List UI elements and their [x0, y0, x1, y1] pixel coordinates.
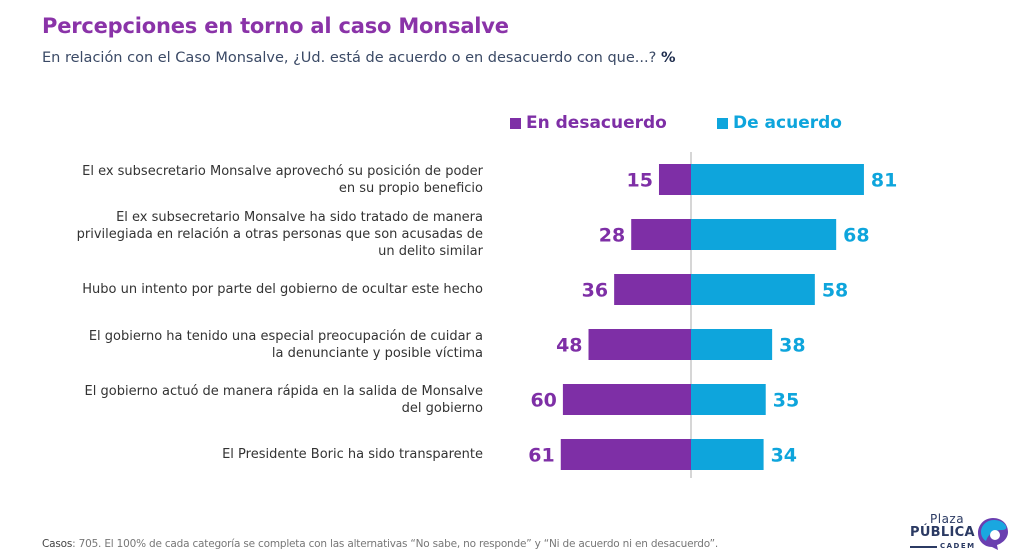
bar-disagree — [614, 274, 691, 305]
category-label: Hubo un intento por parte del gobierno d… — [43, 281, 483, 298]
bar-agree — [691, 384, 766, 415]
bar-row: 28 68 — [599, 219, 870, 250]
legend-swatch-disagree — [510, 117, 521, 129]
category-label-line: El ex subsecretario Monsalve ha sido tra… — [116, 210, 483, 225]
category-label-line: la denunciante y posible víctima — [271, 345, 483, 361]
bar-row: 15 81 — [627, 164, 897, 195]
speech-bubble-logo-icon — [978, 518, 1008, 550]
category-label: El Presidente Boric ha sido transparente — [43, 446, 483, 463]
logo-text-publica: PÚBLICA — [910, 525, 975, 540]
category-label-line: El ex subsecretario Monsalve aprovechó s… — [82, 163, 483, 179]
bar-row: 61 34 — [528, 439, 797, 470]
bar-agree — [691, 329, 773, 360]
category-label: El gobierno actuó de manera rápida en la… — [43, 383, 483, 417]
legend-label-disagree: En desacuerdo — [526, 113, 667, 133]
category-label-line: privilegiada en relación a otras persona… — [76, 227, 483, 242]
data-label-agree: 58 — [822, 280, 848, 302]
data-label-agree: 68 — [843, 225, 869, 247]
legend-label-agree: De acuerdo — [733, 113, 842, 133]
data-label-agree: 81 — [871, 170, 897, 192]
footnote-text: : 705. El 100% de cada categoría se comp… — [72, 538, 718, 550]
category-label: El gobierno ha tenido una especial preoc… — [43, 328, 483, 362]
legend-item-agree: De acuerdo — [717, 113, 842, 133]
category-label: El ex subsecretario Monsalve aprovechó s… — [43, 163, 483, 197]
category-label-line: El Presidente Boric ha sido transparente — [222, 447, 483, 462]
bar-agree — [691, 439, 764, 470]
bar-agree — [691, 219, 837, 250]
data-label-disagree: 48 — [556, 335, 582, 357]
logo-underline — [910, 546, 937, 548]
subtitle-unit: % — [660, 50, 676, 66]
bar-disagree — [658, 164, 691, 195]
data-label-disagree: 36 — [582, 280, 608, 302]
chart-subtitle: En relación con el Caso Monsalve, ¿Ud. e… — [42, 50, 675, 66]
data-label-disagree: 28 — [599, 225, 625, 247]
bar-row: 60 35 — [530, 384, 799, 415]
bar-disagree — [560, 439, 691, 470]
subtitle-text: En relación con el Caso Monsalve, ¿Ud. e… — [42, 50, 657, 66]
category-label-line: El gobierno actuó de manera rápida en la… — [84, 383, 483, 399]
bar-row: 48 38 — [556, 329, 806, 360]
chart-title: Percepciones en torno al caso Monsalve — [42, 14, 509, 38]
data-label-disagree: 61 — [528, 445, 554, 467]
category-label-line: del gobierno — [401, 400, 483, 416]
data-label-agree: 34 — [771, 445, 797, 467]
bar-disagree — [588, 329, 691, 360]
data-label-agree: 35 — [773, 390, 799, 412]
legend-swatch-agree — [717, 117, 728, 129]
legend-item-disagree: En desacuerdo — [510, 113, 667, 133]
data-label-disagree: 60 — [530, 390, 556, 412]
category-label-line: Hubo un intento por parte del gobierno d… — [82, 282, 483, 297]
logo-text-cadem: CADEM — [940, 542, 976, 550]
footnote-label: Casos — [42, 538, 73, 550]
bar-disagree — [562, 384, 691, 415]
category-label: El ex subsecretario Monsalve ha sido tra… — [43, 209, 483, 260]
bar-agree — [691, 274, 815, 305]
bar-row: 36 58 — [582, 274, 848, 305]
logo-text-plaza: Plaza — [930, 512, 965, 526]
data-label-disagree: 15 — [627, 170, 653, 192]
category-label-line: un delito similar — [378, 244, 483, 259]
footnote: Casos: 705. El 100% de cada categoría se… — [42, 538, 718, 550]
category-label-line: en su propio beneficio — [338, 180, 483, 196]
plaza-publica-cadem-logo: Plaza PÚBLICA CADEM — [910, 512, 1016, 556]
bar-disagree — [631, 219, 691, 250]
data-label-agree: 38 — [779, 335, 805, 357]
bar-agree — [691, 164, 864, 195]
category-label-line: El gobierno ha tenido una especial preoc… — [88, 328, 483, 344]
